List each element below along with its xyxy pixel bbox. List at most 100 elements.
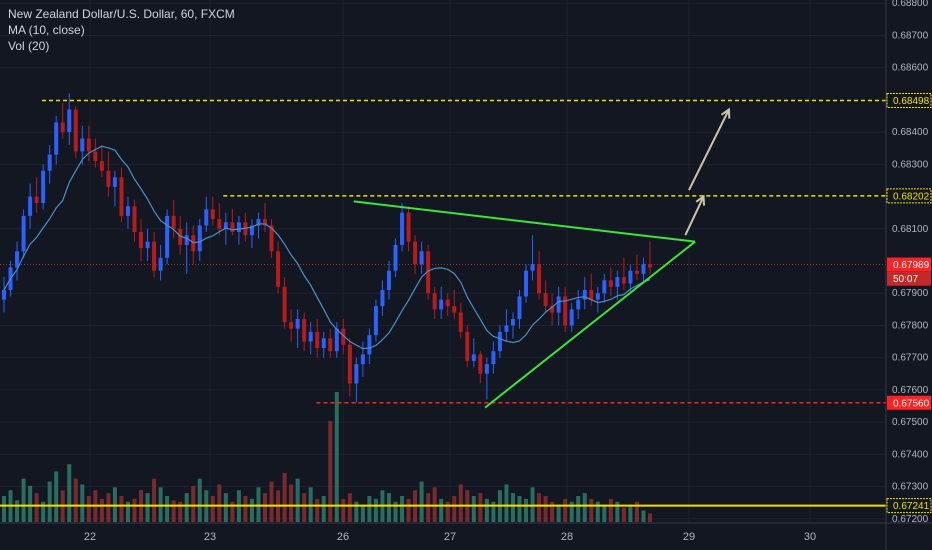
volume-bar — [210, 496, 215, 522]
candle-body — [47, 154, 52, 171]
candle-body — [171, 215, 176, 229]
ma-line — [3, 145, 651, 350]
volume-bar — [517, 496, 522, 522]
symbol-title[interactable]: New Zealand Dollar/U.S. Dollar, 60, FXCM — [8, 7, 235, 21]
volume-bar — [563, 498, 568, 522]
candle-body — [165, 215, 170, 258]
price-tick-label: 0.67400 — [892, 449, 929, 460]
price-tick-label: 0.67300 — [892, 482, 929, 493]
candle-body — [556, 296, 561, 313]
candle-body — [139, 232, 144, 249]
candle-body — [269, 225, 274, 252]
candle-body — [354, 364, 359, 384]
time-tick-label: 22 — [84, 531, 96, 543]
volume-bar — [73, 478, 78, 522]
volume-indicator-label[interactable]: Vol (20) — [8, 39, 50, 53]
price-tick-label: 0.68400 — [892, 127, 929, 138]
candle-body — [132, 206, 137, 232]
candle-body — [295, 319, 300, 329]
volume-bar — [328, 420, 333, 522]
candle-body — [419, 251, 424, 265]
volume-bar — [648, 513, 652, 522]
candle-body — [497, 331, 502, 352]
volume-bar — [217, 484, 222, 522]
volume-bar — [54, 471, 59, 522]
volume-bar — [171, 500, 176, 522]
volume-bar — [341, 498, 346, 522]
volume-bar — [484, 498, 489, 522]
volume-bar — [334, 392, 339, 522]
price-tag-box — [887, 271, 931, 286]
candle-body — [426, 251, 431, 294]
volume-bar — [197, 478, 202, 522]
candle-body — [21, 215, 26, 252]
candle-body — [347, 344, 352, 384]
volume-bar — [106, 493, 111, 522]
ma-indicator-label[interactable]: MA (10, close) — [8, 23, 85, 37]
candle-body — [386, 270, 391, 290]
price-tag-label: 0.68498 — [893, 96, 930, 107]
volume-bar — [537, 493, 542, 522]
volume-bar — [589, 498, 594, 522]
volume-bar — [28, 485, 33, 522]
price-tick-label: 0.68100 — [892, 224, 929, 235]
volume-bar — [152, 478, 157, 522]
price-tag-label: 0.67989 — [893, 260, 930, 271]
candle-body — [282, 286, 287, 323]
candle-body — [106, 170, 111, 187]
candle-body — [602, 280, 607, 294]
candle-body — [432, 293, 437, 310]
upper-trendline — [353, 200, 696, 243]
candle-body — [178, 228, 183, 245]
candle-body — [276, 251, 281, 287]
volume-bar — [439, 498, 444, 522]
candle-body — [315, 331, 320, 348]
candle-body — [510, 319, 515, 326]
candle-body — [608, 280, 613, 287]
candle-body — [158, 257, 163, 271]
volume-bar — [608, 498, 613, 522]
candle-body — [217, 219, 222, 229]
price-levels — [0, 99, 886, 507]
arrow-head — [720, 107, 731, 119]
time-tick-label: 28 — [561, 531, 573, 543]
volume-bar — [615, 501, 620, 522]
volume-bar — [360, 504, 365, 522]
candle-body — [595, 293, 600, 300]
candle-body — [243, 222, 248, 236]
volume-bar — [354, 501, 359, 522]
candle-body — [491, 351, 496, 365]
candle-body — [2, 290, 6, 300]
price-tick-label: 0.68600 — [892, 63, 929, 74]
candle-body — [478, 354, 483, 374]
volume-bar — [191, 485, 196, 522]
time-scale[interactable]: 22 23 26 27 28 29 30 — [0, 522, 932, 543]
candle-body — [452, 306, 457, 313]
candle-body — [197, 225, 202, 252]
candle-body — [406, 212, 411, 242]
volume-bar — [373, 498, 378, 522]
candle-body — [112, 177, 117, 187]
volume-bar — [165, 496, 170, 522]
candle-body — [543, 293, 548, 307]
candle-body — [550, 306, 555, 313]
volume-bar — [634, 501, 639, 522]
candle-body — [210, 209, 215, 220]
volume-bar — [282, 472, 287, 522]
candle-body — [302, 319, 307, 342]
candle-body — [93, 151, 98, 162]
candle-body — [60, 122, 65, 133]
price-tag-box — [886, 498, 932, 514]
price-tick-label: 0.68300 — [892, 159, 929, 170]
candle-body — [530, 264, 535, 271]
candle-body — [641, 264, 646, 274]
price-tag-label: 0.68202 — [893, 191, 930, 202]
candle-body — [67, 109, 72, 133]
candle-body — [648, 264, 652, 268]
candle-body — [341, 328, 346, 345]
volume-bar — [125, 501, 130, 522]
volume-bar — [230, 501, 235, 522]
candle-body — [145, 241, 150, 249]
volume-bar — [595, 501, 600, 522]
